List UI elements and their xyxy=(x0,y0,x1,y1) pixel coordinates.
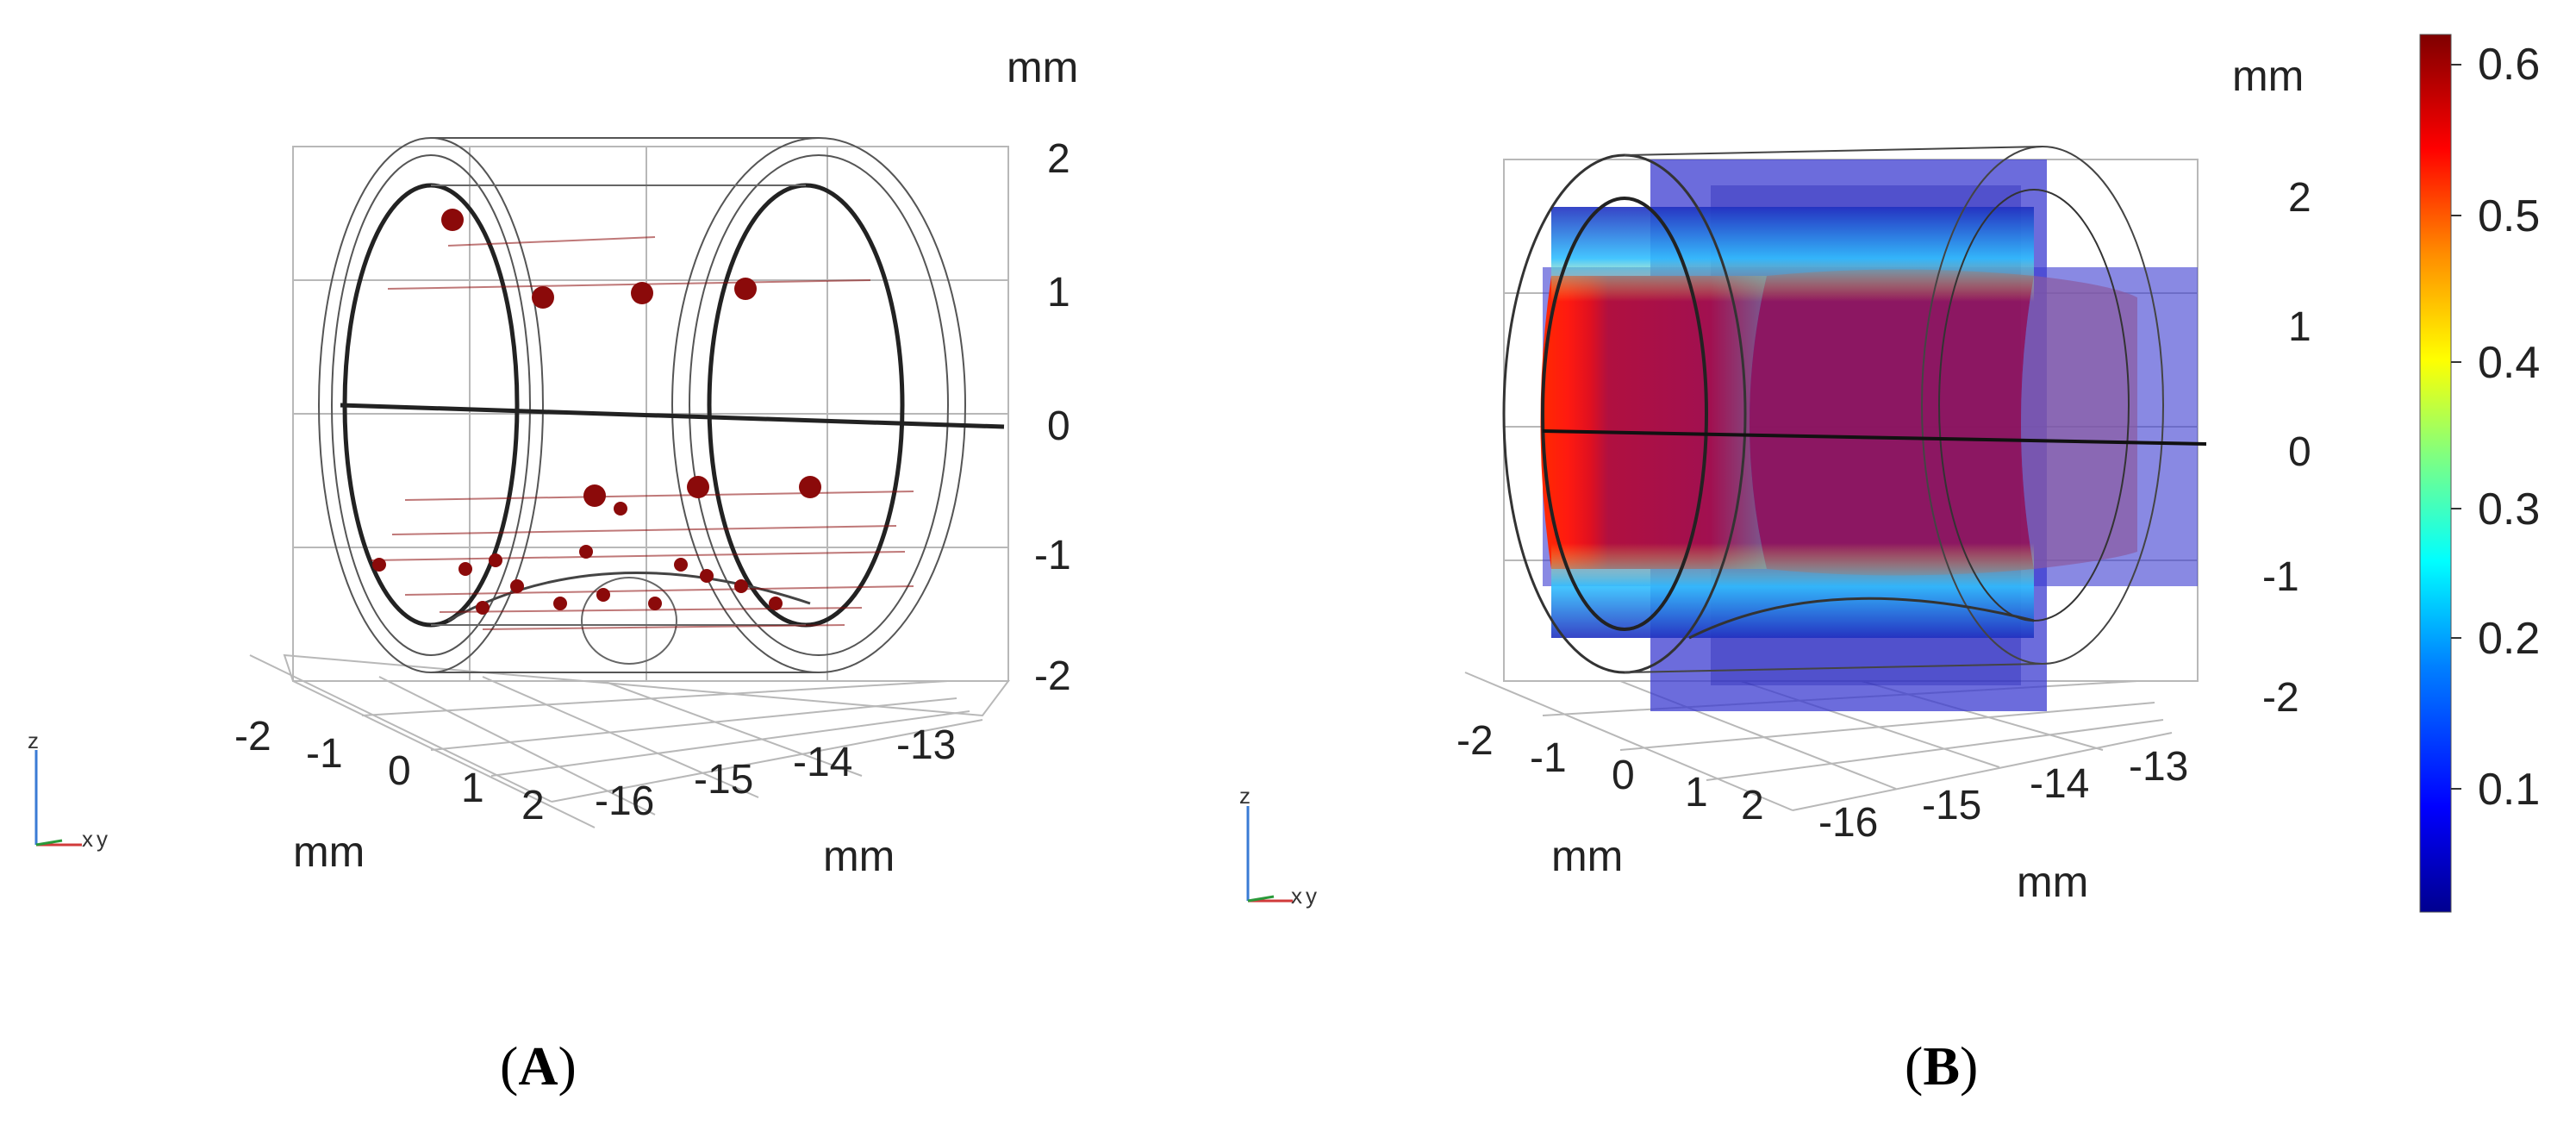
particle-marker xyxy=(648,597,662,610)
y-tick: -15 xyxy=(694,757,753,803)
x-tick: 2 xyxy=(521,783,545,828)
particle-marker xyxy=(441,209,464,231)
y-tick: -13 xyxy=(896,722,956,768)
triad-z-label: z xyxy=(28,728,39,753)
z-tick: 0 xyxy=(1047,403,1070,449)
z-tick: 1 xyxy=(1047,270,1070,316)
streamline xyxy=(404,585,914,596)
x-tick: -1 xyxy=(1530,735,1567,781)
panel-a-y-axis: -16 -15 -14 -13 mm xyxy=(595,722,956,880)
streamline xyxy=(439,607,863,613)
streamline xyxy=(391,525,897,535)
colorbar-gradient xyxy=(2419,34,2452,913)
streamline xyxy=(404,491,914,501)
panel-a-axis-triad: z x y xyxy=(28,728,108,852)
x-tick: 0 xyxy=(388,748,411,794)
panel-a-z-axis: 2 1 0 -1 -2 mm xyxy=(1007,43,1078,699)
x-axis-unit: mm xyxy=(1551,832,1623,880)
y-tick: -16 xyxy=(595,778,654,824)
z-tick: 1 xyxy=(2288,304,2311,350)
z-tick: -1 xyxy=(1034,533,1071,578)
triad-y-label: y xyxy=(1306,883,1317,909)
y-axis-unit: mm xyxy=(2017,858,2088,906)
x-axis-unit: mm xyxy=(293,828,365,876)
particle-marker xyxy=(372,558,386,572)
panel-b: 2 1 0 -1 -2 mm -2 -1 0 1 2 mm -16 -15 -1… xyxy=(1239,52,2311,1097)
panel-a-cylinder xyxy=(318,137,1005,673)
z-tick: 0 xyxy=(2288,429,2311,475)
z-tick: -2 xyxy=(1034,653,1071,699)
colorbar-tick: 0.5 xyxy=(2478,191,2540,241)
x-tick: -2 xyxy=(234,714,271,759)
particle-marker xyxy=(799,476,821,498)
x-tick: -2 xyxy=(1456,718,1494,764)
colorbar-tick: 0.1 xyxy=(2478,765,2540,815)
z-tick: -1 xyxy=(2262,554,2299,600)
panel-b-cylinder xyxy=(1502,146,2207,674)
y-tick: -15 xyxy=(1922,783,1981,828)
particle-marker xyxy=(489,553,502,567)
particle-marker xyxy=(510,579,524,593)
triad-z-label: z xyxy=(1239,783,1251,809)
y-tick: -16 xyxy=(1818,800,1878,846)
particle-marker xyxy=(700,569,714,583)
panel-a: 2 1 0 -1 -2 mm -2 -1 0 1 2 mm -16 -15 -1… xyxy=(28,43,1078,1097)
particle-marker xyxy=(596,588,610,602)
particle-marker xyxy=(553,597,567,610)
panel-b-heatmap-body xyxy=(1540,207,2137,638)
particle-marker xyxy=(579,545,593,559)
particle-marker xyxy=(476,601,490,615)
z-tick: 2 xyxy=(2288,175,2311,221)
triad-y-label: y xyxy=(97,826,108,852)
particle-marker xyxy=(734,579,748,593)
panel-b-y-axis: -16 -15 -14 -13 mm xyxy=(1818,744,2188,906)
particle-marker xyxy=(734,278,757,300)
colorbar-tick: 0.4 xyxy=(2478,338,2540,388)
y-tick: -14 xyxy=(2030,761,2089,807)
panel-a-grid xyxy=(249,146,1010,828)
streamline xyxy=(482,624,845,630)
panel-a-x-axis: -2 -1 0 1 2 mm xyxy=(234,714,545,876)
panel-b-x-axis: -2 -1 0 1 2 mm xyxy=(1456,718,1764,880)
panel-b-caption: (B) xyxy=(1905,1035,1978,1097)
particle-marker xyxy=(631,282,653,304)
colorbar-tick: 0.6 xyxy=(2478,40,2540,90)
colorbar: 0.6 0.5 0.4 0.3 0.2 0.1 xyxy=(2419,34,2540,913)
particle-marker xyxy=(674,558,688,572)
particle-marker xyxy=(532,286,554,309)
z-tick: 2 xyxy=(1047,136,1070,182)
particle-marker xyxy=(614,502,627,516)
x-tick: 0 xyxy=(1612,753,1635,798)
particle-marker xyxy=(458,562,472,576)
z-tick: -2 xyxy=(2262,675,2299,721)
colorbar-tick: 0.2 xyxy=(2478,614,2540,664)
x-tick: 1 xyxy=(1685,770,1708,816)
particle-marker xyxy=(769,597,783,610)
triad-x-label: x xyxy=(1291,883,1302,909)
x-tick: 2 xyxy=(1741,783,1764,828)
y-tick: -13 xyxy=(2129,744,2188,790)
y-tick: -14 xyxy=(793,740,852,785)
colorbar-tick: 0.3 xyxy=(2478,484,2540,534)
z-axis-unit: mm xyxy=(2232,52,2304,100)
particle-marker xyxy=(687,476,709,498)
panel-b-z-axis: 2 1 0 -1 -2 mm xyxy=(2232,52,2311,721)
particle-marker xyxy=(583,484,606,507)
y-axis-unit: mm xyxy=(823,832,895,880)
x-tick: 1 xyxy=(461,766,484,811)
panel-a-particles xyxy=(370,209,914,630)
x-tick: -1 xyxy=(306,731,343,777)
triad-x-label: x xyxy=(82,826,93,852)
streamline xyxy=(447,236,656,247)
panel-b-axis-triad: z x y xyxy=(1239,783,1317,909)
panel-a-caption: (A) xyxy=(500,1035,577,1097)
streamline xyxy=(370,551,906,561)
z-axis-unit: mm xyxy=(1007,43,1078,91)
streamline xyxy=(387,279,871,290)
